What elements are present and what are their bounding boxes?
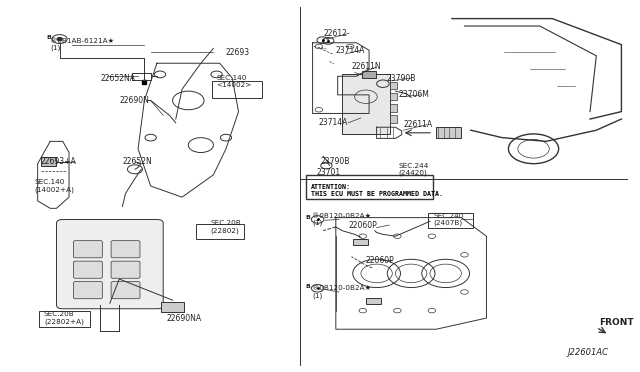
Text: B: B (306, 284, 310, 289)
Text: SEC.244
(24420): SEC.244 (24420) (399, 163, 429, 176)
Text: 22611A: 22611A (404, 120, 433, 129)
Bar (353, 239, 369, 245)
Text: 22652N: 22652N (122, 157, 152, 166)
Text: FRONT: FRONT (600, 318, 634, 327)
Bar (366, 298, 381, 304)
Text: 22612: 22612 (323, 29, 347, 38)
FancyBboxPatch shape (212, 81, 262, 98)
Text: ®0B120-0B2A★
(1): ®0B120-0B2A★ (1) (312, 213, 371, 226)
Text: 22693+A: 22693+A (41, 157, 77, 166)
Bar (390, 82, 397, 89)
FancyBboxPatch shape (111, 282, 140, 299)
FancyBboxPatch shape (196, 224, 244, 239)
Bar (342, 74, 390, 134)
Circle shape (57, 38, 62, 41)
Bar (390, 104, 397, 112)
Text: 22690NA: 22690NA (166, 314, 202, 323)
Text: 23714A: 23714A (319, 118, 348, 127)
FancyBboxPatch shape (39, 311, 90, 327)
FancyBboxPatch shape (306, 175, 433, 199)
FancyBboxPatch shape (56, 219, 163, 309)
FancyBboxPatch shape (74, 241, 102, 258)
Text: 22611N: 22611N (351, 62, 381, 71)
FancyBboxPatch shape (111, 261, 140, 278)
Text: SEC.140
(14002+A): SEC.140 (14002+A) (35, 179, 74, 193)
Bar (390, 115, 397, 123)
Text: 23701: 23701 (317, 169, 341, 177)
Text: J22601AC: J22601AC (568, 348, 609, 357)
Text: SEC.240
(2407B): SEC.240 (2407B) (433, 213, 463, 226)
Text: SEC.20B
(22802+A): SEC.20B (22802+A) (44, 311, 84, 325)
Text: SEC.140
<14002>: SEC.140 <14002> (216, 76, 252, 88)
Text: ATTENTION:
THIS ECU MUST BE PROGRAMMED DATA.: ATTENTION: THIS ECU MUST BE PROGRAMMED D… (310, 184, 443, 197)
FancyBboxPatch shape (74, 261, 102, 278)
Text: ®0B120-0B2A★
(1): ®0B120-0B2A★ (1) (312, 285, 371, 299)
FancyBboxPatch shape (428, 213, 473, 228)
Text: 22693: 22693 (226, 48, 250, 57)
Text: 23706M: 23706M (399, 90, 429, 99)
Text: B: B (47, 35, 51, 40)
Text: 22060P: 22060P (348, 221, 377, 230)
Text: 23790B: 23790B (386, 74, 415, 83)
Bar (362, 71, 376, 78)
Text: 22060P: 22060P (365, 256, 394, 265)
Bar (41, 157, 56, 166)
Bar (436, 127, 461, 138)
Bar (390, 93, 397, 100)
Text: 23790B: 23790B (320, 157, 349, 166)
FancyBboxPatch shape (111, 241, 140, 258)
FancyBboxPatch shape (74, 282, 102, 299)
Text: 22690N: 22690N (119, 96, 149, 105)
Text: B: B (306, 215, 310, 221)
Text: ®0B1AB-6121A★
(1): ®0B1AB-6121A★ (1) (50, 38, 115, 51)
Text: 23714A: 23714A (336, 46, 365, 55)
Text: SEC.20B
(22802): SEC.20B (22802) (211, 220, 241, 234)
Bar (161, 302, 184, 312)
Text: 22652NA: 22652NA (100, 74, 136, 83)
